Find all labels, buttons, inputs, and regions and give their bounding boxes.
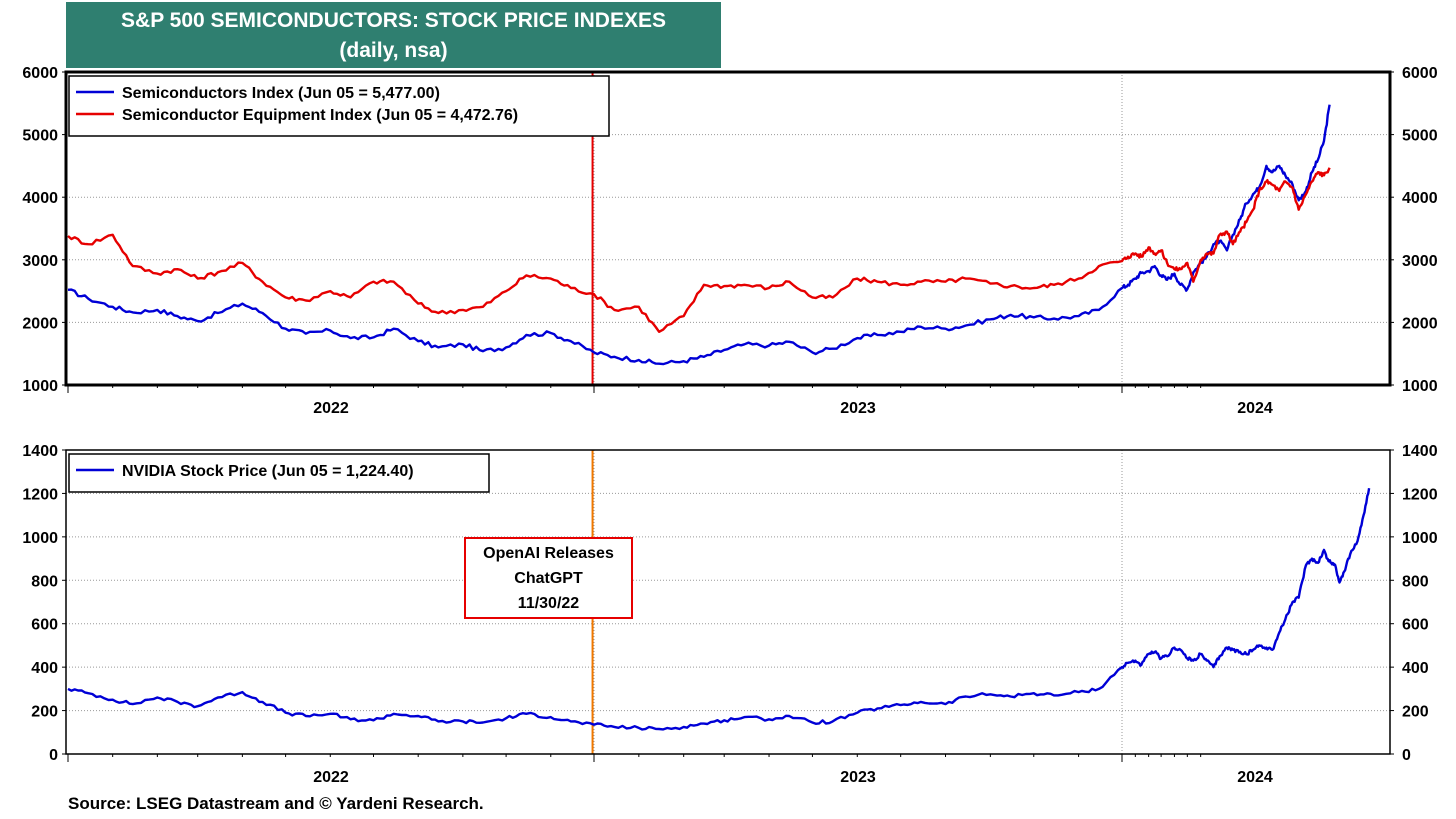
- series-line-1: [67, 488, 1371, 731]
- y-tick-label-right: 1400: [1402, 443, 1438, 460]
- y-tick-label-left: 0: [49, 747, 58, 764]
- x-tick-label: 2024: [1237, 769, 1273, 786]
- y-tick-label-left: 800: [31, 573, 58, 590]
- x-tick-label: 2023: [840, 769, 876, 786]
- y-tick-label-right: 6000: [1402, 65, 1438, 82]
- y-tick-label-left: 6000: [22, 65, 58, 82]
- series-line-1: [67, 104, 1331, 366]
- y-tick-label-right: 1200: [1402, 486, 1438, 503]
- y-tick-label-left: 1000: [22, 530, 58, 547]
- y-tick-label-left: 3000: [22, 253, 58, 270]
- y-tick-label-left: 2000: [22, 315, 58, 332]
- y-tick-label-right: 5000: [1402, 128, 1438, 145]
- y-tick-label-left: 1400: [22, 443, 58, 460]
- y-tick-label-left: 4000: [22, 190, 58, 207]
- legend: NVIDIA Stock Price (Jun 05 = 1,224.40): [68, 453, 490, 493]
- legend-entry: NVIDIA Stock Price (Jun 05 = 1,224.40): [122, 463, 414, 480]
- y-tick-label-left: 5000: [22, 128, 58, 145]
- y-tick-label-right: 4000: [1402, 190, 1438, 207]
- x-tick-label: 2024: [1237, 400, 1273, 417]
- source-note: Source: LSEG Datastream and © Yardeni Re…: [68, 794, 484, 813]
- annotation-box: [464, 537, 633, 619]
- chart-subtitle: (daily, nsa): [339, 39, 448, 62]
- y-tick-label-left: 600: [31, 617, 58, 634]
- y-tick-label-right: 2000: [1402, 315, 1438, 332]
- y-tick-label-right: 200: [1402, 704, 1429, 721]
- series-line-2: [67, 167, 1331, 333]
- chart-panel-1: 1000 1000 2000 2000 3000 3000 4000 4000 5000 5000…: [22, 65, 1437, 417]
- x-tick-label: 2022: [313, 400, 349, 417]
- x-tick-label: 2023: [840, 400, 876, 417]
- legend-entry: Semiconductors Index (Jun 05 = 5,477.00): [122, 85, 440, 102]
- legend: Semiconductors Index (Jun 05 = 5,477.00)…: [68, 75, 610, 137]
- y-tick-label-right: 1000: [1402, 530, 1438, 547]
- legend-entry: Semiconductor Equipment Index (Jun 05 = …: [122, 107, 518, 124]
- chart-title-box: S&P 500 SEMICONDUCTORS: STOCK PRICE INDE…: [66, 2, 721, 68]
- y-tick-label-left: 1000: [22, 378, 58, 395]
- chart-title: S&P 500 SEMICONDUCTORS: STOCK PRICE INDE…: [121, 9, 666, 32]
- y-tick-label-right: 800: [1402, 573, 1429, 590]
- legend-box: [68, 75, 610, 137]
- legend-box: [68, 453, 490, 493]
- plot-frame: [64, 70, 1392, 387]
- annotation: OpenAI Releases ChatGPT 11/30/22: [464, 537, 633, 619]
- x-tick-label: 2022: [313, 769, 349, 786]
- y-tick-label-right: 0: [1402, 747, 1411, 764]
- y-tick-label-left: 1200: [22, 486, 58, 503]
- y-tick-label-right: 3000: [1402, 253, 1438, 270]
- y-tick-label-left: 400: [31, 660, 58, 677]
- y-tick-label-right: 400: [1402, 660, 1429, 677]
- y-tick-label-left: 200: [31, 704, 58, 721]
- annotation-text: ChatGPT: [514, 570, 583, 587]
- y-tick-label-right: 1000: [1402, 378, 1438, 395]
- annotation-text: 11/30/22: [518, 595, 580, 612]
- y-tick-label-right: 600: [1402, 617, 1429, 634]
- annotation-text: OpenAI Releases: [483, 545, 614, 562]
- chart-panel-2: 0 0 200 200 400 400 600 600 800 800 1000 1000 1200 12…: [22, 443, 1437, 786]
- plot-frame: [65, 449, 1391, 755]
